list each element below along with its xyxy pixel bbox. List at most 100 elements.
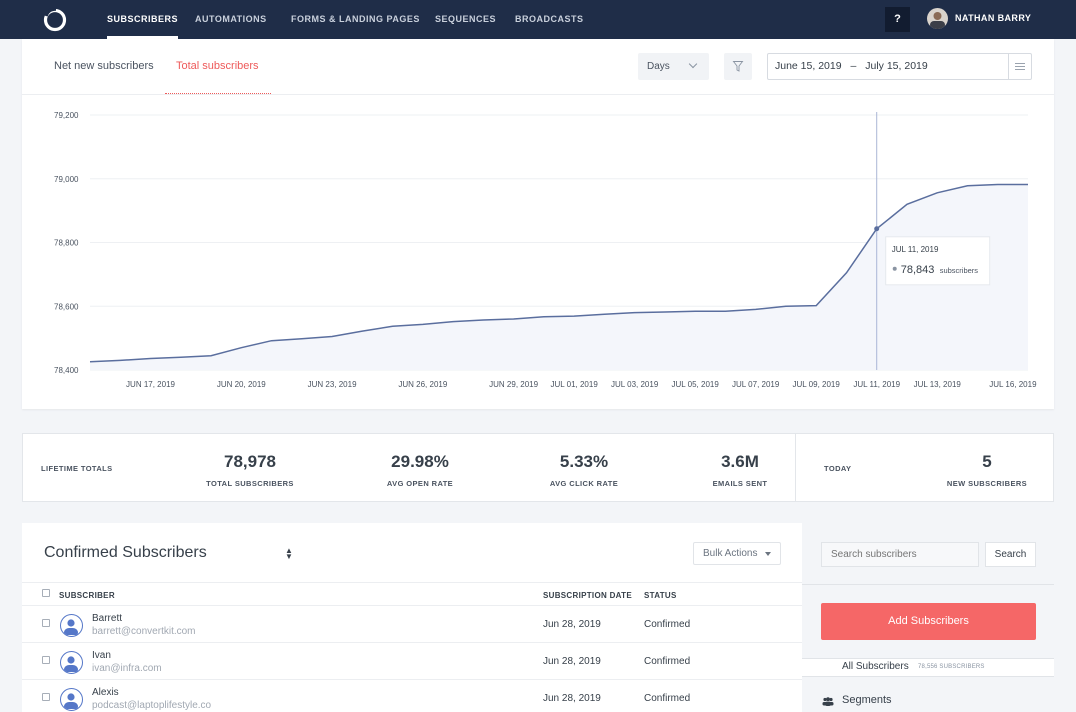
chart-tooltip (885, 236, 991, 286)
today-label: TODAY (824, 464, 852, 473)
avg-click-rate-label: AVG CLICK RATE (549, 479, 619, 488)
avg-click-rate-value: 5.33% (559, 452, 609, 471)
x-tick-label: JUL 07, 2019 (732, 380, 780, 389)
chart-card: Net new subscribers Total subscribers Da… (22, 39, 1054, 409)
subscriber-name[interactable]: Ivan (92, 650, 111, 661)
filter-button[interactable] (724, 53, 752, 80)
new-subscribers-value: 5 (982, 452, 992, 471)
nav-item-forms[interactable]: FORMS & LANDING PAGES (291, 14, 420, 24)
avatar-icon (60, 614, 83, 637)
list-title[interactable]: Confirmed Subscribers (44, 544, 207, 561)
x-tick-label: JUL 09, 2019 (793, 380, 841, 389)
search-button[interactable]: Search (985, 542, 1036, 567)
subscriber-email: barrett@convertkit.com (92, 626, 196, 637)
hover-point (874, 226, 880, 232)
user-name[interactable]: NATHAN BARRY (955, 13, 1032, 23)
table-row[interactable]: Barrett barrett@convertkit.com Jun 28, 2… (22, 606, 802, 643)
nav-item-broadcasts[interactable]: BROADCASTS (515, 14, 584, 24)
caret-down-icon (765, 552, 771, 556)
date-to: July 15, 2019 (865, 60, 928, 72)
row-checkbox[interactable] (42, 693, 50, 701)
nav-item-sequences[interactable]: SEQUENCES (435, 14, 497, 24)
x-tick-label: JUN 26, 2019 (398, 380, 447, 389)
x-tick-label: JUL 05, 2019 (672, 380, 720, 389)
bulk-actions-button[interactable]: Bulk Actions (693, 542, 781, 565)
user-photo-icon (930, 12, 945, 29)
row-checkbox[interactable] (42, 619, 50, 627)
y-tick-label: 78,400 (54, 366, 79, 375)
row-checkbox[interactable] (42, 656, 50, 664)
date-range-picker[interactable]: June 15, 2019 – July 15, 2019 (767, 53, 1032, 80)
sidebar-divider (802, 658, 1054, 659)
x-tick-label: JUL 01, 2019 (550, 380, 598, 389)
subscription-date: Jun 28, 2019 (543, 619, 601, 630)
x-tick-label: JUN 23, 2019 (308, 380, 357, 389)
tooltip-unit: subscribers (940, 266, 979, 275)
lifetime-totals-label: LIFETIME TOTALS (41, 464, 113, 473)
nav-item-subscribers[interactable]: SUBSCRIBERS (107, 0, 179, 39)
sidebar-divider (802, 676, 1054, 677)
subscriber-name[interactable]: Alexis (92, 687, 119, 698)
avatar-icon (60, 651, 83, 674)
tooltip-dot (892, 266, 897, 271)
select-all-checkbox[interactable] (42, 589, 50, 597)
total-subscribers-chart: 78,400 78,600 78,800 79,000 79,200 JUN 17, 20… (54, 111, 1037, 389)
series-area (90, 184, 1028, 370)
funnel-icon (732, 61, 744, 72)
interval-select[interactable]: Days (638, 53, 709, 80)
search-input[interactable] (821, 542, 979, 567)
add-subscribers-button[interactable]: Add Subscribers (821, 603, 1036, 640)
x-tick-label: JUN 20, 2019 (217, 380, 266, 389)
chart-header-divider (22, 94, 1054, 95)
tab-net-new-subscribers[interactable]: Net new subscribers (54, 60, 154, 72)
user-avatar[interactable] (927, 8, 948, 29)
sidebar-divider (802, 584, 1054, 585)
y-tick-label: 79,200 (54, 111, 79, 120)
series-line (89, 183, 1028, 363)
tooltip-value: 78,843 (901, 264, 935, 276)
nav-item-automations[interactable]: AUTOMATIONS (195, 14, 267, 24)
all-subscribers-count: 78,556 SUBSCRIBERS (918, 664, 985, 670)
menu-lines-icon[interactable] (1015, 63, 1025, 70)
date-separator: – (850, 60, 857, 72)
date-from: June 15, 2019 (775, 60, 842, 72)
list-header: SUBSCRIBER SUBSCRIPTION DATE STATUS (22, 582, 802, 606)
lifetime-stats-bar: LIFETIME TOTALS 78,978 TOTAL SUBSCRIBERS… (22, 433, 1054, 502)
avg-open-rate-value: 29.98% (391, 452, 449, 471)
y-tick-label: 78,600 (54, 302, 79, 311)
active-tab-underline (165, 93, 271, 94)
col-subscriber[interactable]: SUBSCRIBER (59, 591, 115, 600)
status-text: Confirmed (644, 619, 691, 630)
sidebar-item-all-subscribers[interactable]: All Subscribers 78,556 SUBSCRIBERS (802, 659, 1054, 676)
new-subscribers-label: NEW SUBSCRIBERS (946, 479, 1028, 488)
tooltip-date: JUL 11, 2019 (892, 245, 939, 254)
x-tick-label: JUL 13, 2019 (914, 380, 962, 389)
status-text: Confirmed (644, 693, 691, 704)
col-subscription-date[interactable]: SUBSCRIPTION DATE (543, 591, 632, 600)
total-subscribers-value: 78,978 (224, 452, 276, 471)
x-tick-label: JUL 11, 2019 (853, 380, 900, 389)
subscriber-email: podcast@laptoplifestyle.co (92, 700, 212, 711)
subscription-date: Jun 28, 2019 (543, 693, 601, 704)
emails-sent-value: 3.6M (721, 452, 759, 471)
all-subscribers-label: All Subscribers (842, 661, 909, 672)
subscriber-sidebar: Search Add Subscribers All Subscribers 7… (802, 523, 1054, 712)
tab-total-subscribers[interactable]: Total subscribers (176, 60, 259, 72)
avatar-icon (60, 688, 83, 711)
total-subscribers-label: TOTAL SUBSCRIBERS (206, 479, 294, 488)
table-row[interactable]: Alexis podcast@laptoplifestyle.co Jun 28… (22, 680, 802, 712)
sidebar-item-segments[interactable]: Segments (802, 689, 1054, 712)
x-tick-label: JUN 29, 2019 (489, 380, 538, 389)
help-button[interactable]: ? (885, 7, 910, 32)
sort-arrows-icon[interactable]: ▲ ▼ (285, 546, 293, 561)
table-row[interactable]: Ivan ivan@infra.com Jun 28, 2019 Confirm… (22, 643, 802, 680)
users-group-icon (822, 697, 834, 706)
convertkit-logo-icon[interactable] (42, 7, 68, 33)
status-text: Confirmed (644, 656, 691, 667)
avg-open-rate-label: AVG OPEN RATE (386, 479, 454, 488)
segments-label: Segments (842, 694, 892, 706)
subscriber-list-panel: Confirmed Subscribers ▲ ▼ Bulk Actions SU… (22, 523, 802, 712)
subscriber-name[interactable]: Barrett (92, 613, 123, 624)
x-tick-label: JUL 03, 2019 (611, 380, 659, 389)
col-status[interactable]: STATUS (644, 591, 677, 600)
